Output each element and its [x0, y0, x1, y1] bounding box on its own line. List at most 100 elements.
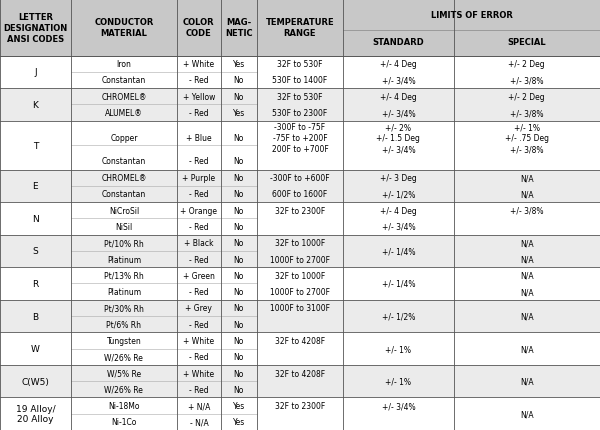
Text: No: No [233, 336, 244, 345]
Text: +/- 3/4%: +/- 3/4% [382, 76, 415, 85]
Text: No: No [233, 287, 244, 296]
Text: No: No [233, 353, 244, 361]
Text: STANDARD: STANDARD [373, 38, 424, 47]
Text: +/- 4 Deg: +/- 4 Deg [380, 60, 417, 69]
Text: T: T [33, 141, 38, 150]
Text: 32F to 1000F: 32F to 1000F [275, 239, 325, 248]
Text: - Red: - Red [189, 255, 209, 264]
Text: Pt/10% Rh: Pt/10% Rh [104, 239, 144, 248]
Text: Pt/30% Rh: Pt/30% Rh [104, 304, 144, 313]
Bar [0, 0, 600, 56]
Text: TEMPERATURE
RANGE: TEMPERATURE RANGE [266, 18, 334, 38]
Text: No: No [233, 190, 244, 199]
Text: - N/A: - N/A [190, 418, 208, 427]
Text: LETTER
DESIGNATION
ANSI CODES: LETTER DESIGNATION ANSI CODES [3, 12, 68, 44]
Text: Copper: Copper [110, 134, 137, 143]
Text: 32F to 2300F: 32F to 2300F [275, 401, 325, 410]
Text: 32F to 4208F: 32F to 4208F [275, 336, 325, 345]
Text: CHROMEL®: CHROMEL® [101, 174, 146, 183]
Text: N/A: N/A [520, 190, 533, 199]
Text: +/- 4 Deg: +/- 4 Deg [380, 92, 417, 101]
Text: N/A: N/A [520, 174, 533, 183]
Text: Platinum: Platinum [107, 255, 141, 264]
Text: - Red: - Red [189, 190, 209, 199]
Text: - Red: - Red [189, 320, 209, 329]
Text: +/- 2 Deg: +/- 2 Deg [508, 60, 545, 69]
Text: ALUMEL®: ALUMEL® [105, 109, 143, 118]
Text: No: No [233, 385, 244, 394]
Text: - Red: - Red [189, 157, 209, 166]
Text: CONDUCTOR
MATERIAL: CONDUCTOR MATERIAL [94, 18, 154, 38]
Text: N/A: N/A [520, 409, 533, 418]
Text: +/- 3/8%: +/- 3/8% [510, 206, 544, 215]
Text: N/A: N/A [520, 312, 533, 321]
Bar [0, 121, 600, 170]
Text: + Yellow: + Yellow [183, 92, 215, 101]
Text: 32F to 2300F: 32F to 2300F [275, 206, 325, 215]
Bar [0, 235, 600, 267]
Text: +/- 3/4%: +/- 3/4% [382, 109, 415, 118]
Text: 1000F to 2700F: 1000F to 2700F [270, 287, 330, 296]
Text: - Red: - Red [189, 109, 209, 118]
Text: 600F to 1600F: 600F to 1600F [272, 190, 328, 199]
Text: No: No [233, 222, 244, 231]
Text: N: N [32, 214, 39, 223]
Text: W/26% Re: W/26% Re [104, 385, 143, 394]
Text: + Blue: + Blue [186, 134, 212, 143]
Text: 19 Alloy/
20 Alloy: 19 Alloy/ 20 Alloy [16, 404, 55, 424]
Text: W/5% Re: W/5% Re [107, 369, 141, 378]
Bar [0, 397, 600, 430]
Text: + White: + White [184, 60, 214, 69]
Text: - Red: - Red [189, 353, 209, 361]
Text: + N/A: + N/A [188, 401, 210, 410]
Text: Ni-18Mo: Ni-18Mo [108, 401, 140, 410]
Bar [0, 170, 600, 203]
Text: N/A: N/A [520, 271, 533, 280]
Text: No: No [233, 174, 244, 183]
Text: -300F to -75F
-75F to +200F
200F to +700F: -300F to -75F -75F to +200F 200F to +700… [272, 123, 328, 154]
Text: +/- 1/2%: +/- 1/2% [382, 312, 415, 321]
Text: N/A: N/A [520, 255, 533, 264]
Text: No: No [233, 92, 244, 101]
Text: Pt/6% Rh: Pt/6% Rh [106, 320, 142, 329]
Text: K: K [32, 101, 38, 110]
Text: +/- 3/4%: +/- 3/4% [382, 401, 415, 410]
Text: +/- 2%
+/- 1.5 Deg
+/- 3/4%: +/- 2% +/- 1.5 Deg +/- 3/4% [376, 123, 421, 154]
Bar [0, 203, 600, 235]
Text: S: S [32, 247, 38, 256]
Text: Yes: Yes [233, 109, 245, 118]
Text: NiCroSil: NiCroSil [109, 206, 139, 215]
Text: R: R [32, 280, 38, 288]
Text: + Orange: + Orange [181, 206, 217, 215]
Text: No: No [233, 76, 244, 85]
Text: +/- 1%: +/- 1% [385, 377, 412, 386]
Text: 32F to 4208F: 32F to 4208F [275, 369, 325, 378]
Text: Tungsten: Tungsten [107, 336, 141, 345]
Text: 530F to 1400F: 530F to 1400F [272, 76, 328, 85]
Text: - Red: - Red [189, 385, 209, 394]
Text: Platinum: Platinum [107, 287, 141, 296]
Text: SPECIAL: SPECIAL [508, 38, 546, 47]
Text: 1000F to 2700F: 1000F to 2700F [270, 255, 330, 264]
Text: +/- 1/2%: +/- 1/2% [382, 190, 415, 199]
Text: No: No [233, 134, 244, 143]
Text: CHROMEL®: CHROMEL® [101, 92, 146, 101]
Bar [0, 332, 600, 365]
Text: + Purple: + Purple [182, 174, 215, 183]
Text: - Red: - Red [189, 76, 209, 85]
Text: Constantan: Constantan [102, 157, 146, 166]
Text: +/- 2 Deg: +/- 2 Deg [508, 92, 545, 101]
Text: W: W [31, 344, 40, 353]
Text: Pt/13% Rh: Pt/13% Rh [104, 271, 144, 280]
Text: N/A: N/A [520, 377, 533, 386]
Bar [0, 365, 600, 397]
Text: -300F to +600F: -300F to +600F [270, 174, 330, 183]
Text: + Green: + Green [183, 271, 215, 280]
Text: + Black: + Black [184, 239, 214, 248]
Text: +/- 1/4%: +/- 1/4% [382, 247, 415, 256]
Text: LIMITS OF ERROR: LIMITS OF ERROR [431, 11, 512, 20]
Text: +/- 3/8%: +/- 3/8% [510, 109, 544, 118]
Text: Constantan: Constantan [102, 76, 146, 85]
Text: 1000F to 3100F: 1000F to 3100F [270, 304, 330, 313]
Text: +/- 1/4%: +/- 1/4% [382, 280, 415, 288]
